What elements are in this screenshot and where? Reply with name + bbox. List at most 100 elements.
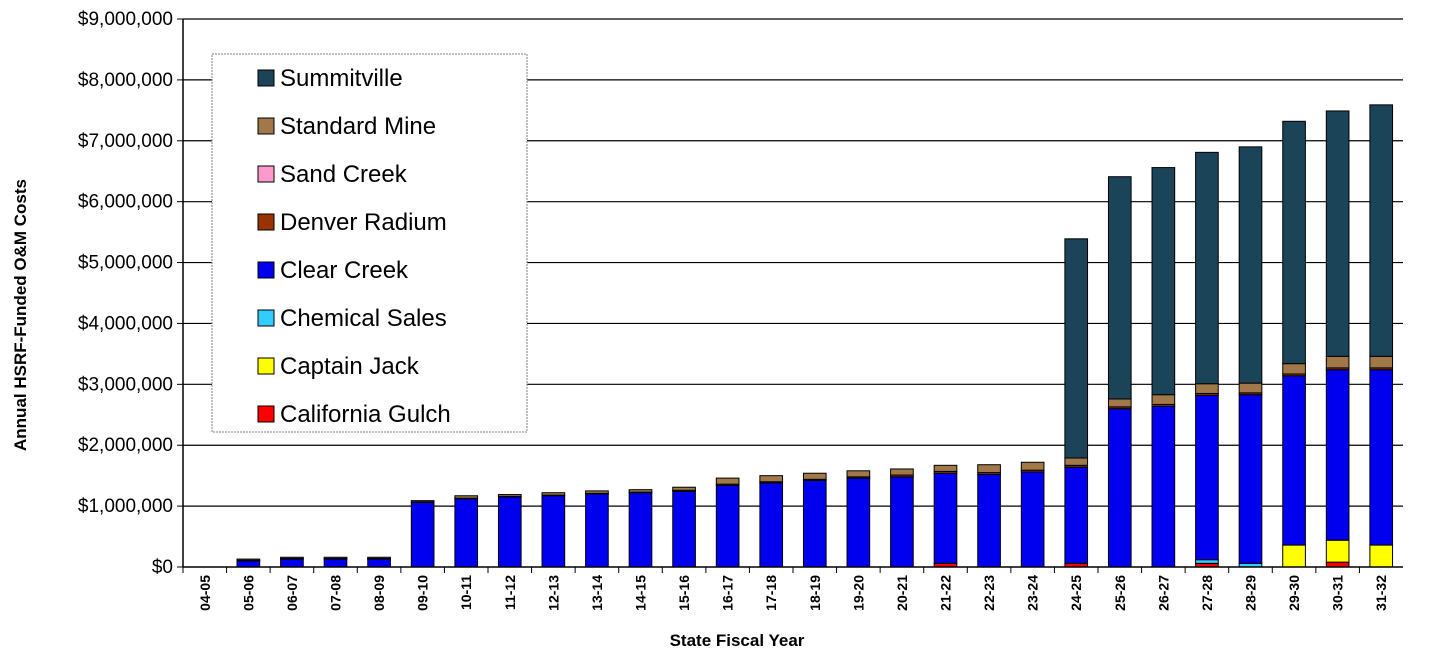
bar-standard-mine <box>977 464 1001 474</box>
y-tick-labels: $0 $1,000,000 $2,000,000 $3,000,000 $4,000,0… <box>78 9 173 578</box>
bar-chemical-sales <box>1195 559 1219 564</box>
bar-standard-mine <box>890 468 914 476</box>
bar-clear-creek <box>715 484 740 568</box>
bar-clear-creek <box>1238 394 1263 564</box>
bar-clear-creek <box>323 558 348 568</box>
x-tick-label: 11-12 <box>502 575 518 610</box>
bar-summitville <box>1151 167 1176 396</box>
legend-label: Denver Radium <box>280 209 447 236</box>
bar-captain-jack <box>1369 544 1394 568</box>
y-tick-label: $1,000,000 <box>78 496 173 517</box>
bar-standard-mine <box>802 472 827 480</box>
bar-standard-mine <box>1325 355 1350 369</box>
x-tick-label: 24-25 <box>1068 575 1084 611</box>
x-tick-label: 14-15 <box>633 575 649 611</box>
y-tick-label: $6,000,000 <box>78 192 173 213</box>
bar-clear-creek <box>236 560 261 568</box>
bar-standard-mine <box>541 492 566 496</box>
axes <box>182 19 1403 568</box>
bar-standard-mine <box>280 556 304 559</box>
y-axis-title: Annual HSRF-Funded O&M Costs <box>11 179 30 451</box>
x-tick-label: 05-06 <box>240 575 256 611</box>
legend-label: Clear Creek <box>280 257 409 284</box>
x-tick-label: 30-31 <box>1330 575 1346 611</box>
legend-swatch <box>257 357 275 375</box>
bar-clear-creek <box>1107 408 1132 568</box>
bars <box>236 104 1394 568</box>
x-tick-label: 04-05 <box>197 575 213 611</box>
bar-clear-creek <box>1064 466 1089 564</box>
bar-clear-creek <box>1325 369 1350 541</box>
bar-clear-creek <box>890 476 914 568</box>
bar-clear-creek <box>1282 375 1306 546</box>
legend-label: Summitville <box>280 65 403 92</box>
legend-swatch <box>257 405 275 423</box>
x-tick-label: 10-11 <box>458 575 474 610</box>
bar-standard-mine <box>585 490 609 494</box>
bar-standard-mine <box>846 470 871 478</box>
x-tick-label: 08-09 <box>371 575 387 611</box>
x-tick-label: 17-18 <box>763 575 779 611</box>
x-tick-label: 26-27 <box>1155 575 1171 611</box>
bar-clear-creek <box>628 492 653 568</box>
legend-swatch <box>257 213 275 231</box>
bar-standard-mine <box>236 558 261 561</box>
x-tick-label: 18-19 <box>807 575 823 611</box>
x-tick-label: 06-07 <box>284 575 300 611</box>
y-tick-label: $4,000,000 <box>78 313 173 334</box>
y-tick-label: $2,000,000 <box>78 435 173 456</box>
legend-label: Captain Jack <box>280 353 420 380</box>
legend-label: Standard Mine <box>280 113 436 140</box>
bar-captain-jack <box>1282 544 1306 568</box>
bar-summitville <box>1107 176 1132 400</box>
x-axis-title: State Fiscal Year <box>670 631 805 650</box>
legend: Summitville Standard Mine Sand Creek Denver… <box>211 53 528 433</box>
bar-clear-creek <box>367 558 391 568</box>
x-tick-label: 25-26 <box>1112 575 1128 611</box>
bar-standard-mine <box>1282 363 1306 375</box>
bar-clear-creek <box>410 501 435 568</box>
bar-standard-mine <box>715 477 740 485</box>
bar-standard-mine <box>1369 355 1394 369</box>
bar-standard-mine <box>1064 457 1089 466</box>
bar-clear-creek <box>1195 394 1219 561</box>
x-tick-label: 16-17 <box>720 575 736 611</box>
x-tick-label: 20-21 <box>894 575 910 611</box>
x-tick-label: 28-29 <box>1243 575 1259 611</box>
bar-standard-mine <box>367 556 391 559</box>
bar-standard-mine <box>933 464 958 472</box>
y-tick-label: $3,000,000 <box>78 374 173 395</box>
bar-clear-creek <box>454 498 479 568</box>
legend-items: Summitville Standard Mine Sand Creek Denver… <box>257 65 451 428</box>
legend-swatch <box>257 117 275 135</box>
x-tick-label: 22-23 <box>981 575 997 611</box>
bar-standard-mine <box>497 494 522 497</box>
x-tick-label: 31-32 <box>1373 575 1389 611</box>
legend-label: Sand Creek <box>280 161 408 188</box>
bar-summitville <box>1064 238 1089 459</box>
bar-clear-creek <box>585 493 609 568</box>
bar-clear-creek <box>977 473 1001 568</box>
legend-swatch <box>257 165 275 183</box>
bar-standard-mine <box>1107 398 1132 408</box>
bar-clear-creek <box>846 477 871 568</box>
bar-clear-creek <box>672 490 696 568</box>
x-tick-label: 09-10 <box>415 575 431 611</box>
legend-label: Chemical Sales <box>280 305 447 332</box>
bar-standard-mine <box>1151 394 1176 405</box>
x-tick-label: 19-20 <box>850 575 866 611</box>
bar-standard-mine <box>1195 383 1219 394</box>
bar-summitville <box>1238 146 1263 384</box>
bar-clear-creek <box>802 480 827 568</box>
bar-clear-creek <box>933 472 958 564</box>
legend-label: California Gulch <box>280 401 451 428</box>
bar-clear-creek <box>497 496 522 568</box>
legend-swatch <box>257 309 275 327</box>
bar-summitville <box>1369 104 1394 357</box>
y-tick-label: $0 <box>152 557 173 578</box>
x-tick-label: 07-08 <box>328 575 344 611</box>
bar-summitville <box>1195 151 1219 385</box>
bar-captain-jack <box>1325 539 1350 563</box>
x-tick-label: 21-22 <box>938 575 954 611</box>
